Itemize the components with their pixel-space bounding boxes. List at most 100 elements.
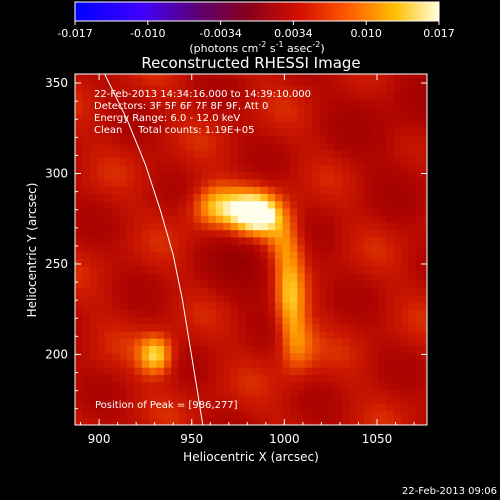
heatmap-cell <box>171 171 180 180</box>
heatmap-cell <box>89 301 98 310</box>
heatmap-cell <box>134 193 143 202</box>
heatmap-cell <box>252 244 261 252</box>
heatmap-cell <box>186 251 195 260</box>
heatmap-cell <box>97 92 106 100</box>
heatmap-cell <box>119 121 128 129</box>
heatmap-cell <box>178 345 187 354</box>
heatmap-cell <box>252 186 261 195</box>
heatmap-cell <box>415 171 424 180</box>
heatmap-cell <box>371 229 380 238</box>
heatmap-cell <box>326 388 335 397</box>
heatmap-cell <box>238 128 247 137</box>
heatmap-cell <box>349 193 358 202</box>
heatmap-cell <box>215 149 224 158</box>
heatmap-cell <box>386 316 395 325</box>
heatmap-cell <box>193 280 202 289</box>
heatmap-cell <box>386 359 395 368</box>
heatmap-cell <box>89 367 98 375</box>
heatmap-cell <box>401 113 410 122</box>
heatmap-cell <box>149 229 158 238</box>
heatmap-cell <box>171 323 180 332</box>
heatmap-cell <box>200 171 209 180</box>
heatmap-cell <box>75 301 84 310</box>
heatmap-cell <box>149 294 158 303</box>
heatmap-cell <box>252 417 261 425</box>
heatmap-cell <box>186 381 195 390</box>
heatmap-cell <box>97 77 106 86</box>
heatmap-cell <box>371 207 380 216</box>
heatmap-cell <box>423 128 427 137</box>
heatmap-cell <box>223 215 232 223</box>
heatmap-cell <box>156 229 165 238</box>
heatmap-cell <box>156 171 165 180</box>
heatmap-cell <box>230 374 239 383</box>
heatmap-cell <box>186 236 195 245</box>
heatmap-cell <box>104 316 113 325</box>
heatmap-cell <box>119 244 128 252</box>
heatmap-cell <box>215 92 224 100</box>
heatmap-cell <box>334 287 343 296</box>
heatmap-cell <box>112 193 121 202</box>
heatmap-cell <box>141 113 150 122</box>
heatmap-cell <box>245 121 254 129</box>
heatmap-cell <box>149 236 158 245</box>
heatmap-cell <box>97 367 106 375</box>
heatmap-cell <box>275 316 284 325</box>
heatmap-cell <box>245 157 254 166</box>
heatmap-cell <box>193 309 202 318</box>
heatmap-cell <box>282 280 291 289</box>
heatmap-cell <box>75 323 84 332</box>
heatmap-cell <box>200 135 209 144</box>
heatmap-cell <box>341 388 350 397</box>
heatmap-cell <box>215 316 224 325</box>
heatmap-cell <box>119 236 128 245</box>
heatmap-cell <box>267 410 276 419</box>
heatmap-cell <box>260 113 269 122</box>
heatmap-cell <box>82 367 91 375</box>
heatmap-cell <box>260 273 269 281</box>
heatmap-cell <box>386 164 395 173</box>
heatmap-cell <box>238 273 247 281</box>
heatmap-cell <box>141 251 150 260</box>
heatmap-cell <box>208 301 217 310</box>
heatmap-cell <box>378 207 387 216</box>
heatmap-cell <box>104 193 113 202</box>
heatmap-cell <box>312 135 321 144</box>
heatmap-cell <box>126 113 135 122</box>
heatmap-cell <box>126 128 135 137</box>
heatmap-cell <box>378 345 387 354</box>
heatmap-cell <box>297 74 306 79</box>
heatmap-cell <box>252 280 261 289</box>
heatmap-cell <box>267 396 276 404</box>
heatmap-cell <box>275 280 284 289</box>
heatmap-cell <box>260 128 269 137</box>
heatmap-cell <box>364 92 373 100</box>
heatmap-cell <box>82 410 91 419</box>
heatmap-cell <box>415 265 424 274</box>
heatmap-cell <box>89 157 98 166</box>
heatmap-cell <box>208 128 217 137</box>
heatmap-cell <box>275 178 284 187</box>
heatmap-cell <box>193 294 202 303</box>
heatmap-cell <box>97 396 106 404</box>
heatmap-cell <box>252 381 261 390</box>
heatmap-cell <box>75 309 84 318</box>
heatmap-cell <box>171 193 180 202</box>
heatmap-cell <box>141 121 150 129</box>
heatmap-cell <box>97 229 106 238</box>
heatmap-cell <box>401 410 410 419</box>
heatmap-cell <box>97 301 106 310</box>
heatmap-cell <box>319 323 328 332</box>
heatmap-cell <box>230 149 239 158</box>
heatmap-cell <box>356 352 365 361</box>
heatmap-cell <box>393 345 402 354</box>
heatmap-cell <box>215 128 224 137</box>
heatmap-cell <box>304 142 313 151</box>
heatmap-cell <box>282 388 291 397</box>
heatmap-cell <box>304 113 313 122</box>
heatmap-cell <box>297 367 306 375</box>
heatmap-cell <box>260 244 269 252</box>
heatmap-cell <box>423 99 427 108</box>
heatmap-cell <box>371 222 380 231</box>
heatmap-cell <box>178 338 187 346</box>
